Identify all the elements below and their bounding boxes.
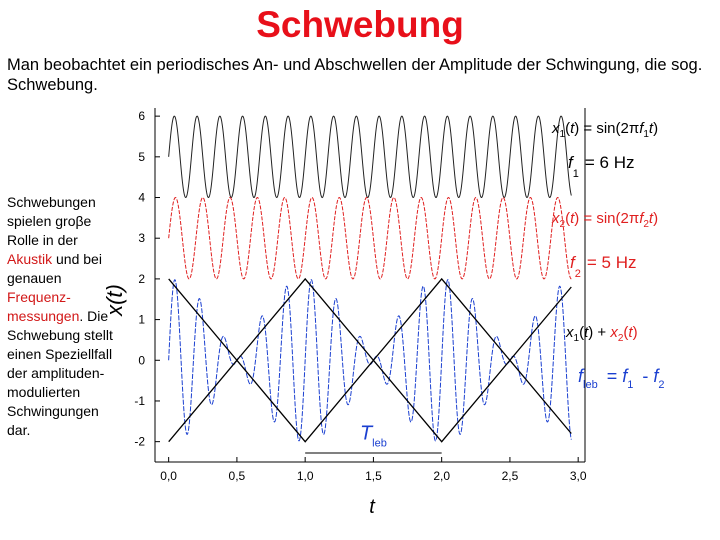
y-tick-label: 3 [138, 231, 145, 245]
x-tick-label: 0,5 [229, 469, 246, 483]
beat-period-marker: Tleb [305, 423, 442, 454]
svg-text:x2(t) = sin(2πf2t): x2(t) = sin(2πf2t) [551, 210, 658, 230]
svg-text:f1= 6 Hz: f1= 6 Hz [568, 153, 634, 180]
svg-text:fleb = f1 - f2: fleb = f1 - f2 [578, 366, 665, 391]
chart-axes [154, 108, 586, 463]
legend-x1: x1(t) = sin(2πf1t) f1= 6 Hz [551, 120, 658, 180]
envelope-lower [168, 359, 572, 443]
legend-x2: x2(t) = sin(2πf2t) f2= 5 Hz [551, 210, 658, 280]
y-tick-label: 0 [138, 353, 145, 367]
beat-period-label: T [360, 423, 374, 445]
series-x1-line [168, 115, 572, 199]
side-text: Schwebungen spielen groβe Rolle in der A… [7, 193, 125, 440]
series-sum-line [168, 279, 572, 442]
y-tick-label: 6 [138, 109, 145, 123]
side-text-frequenz: Frequenz-messungen [7, 289, 80, 324]
x-tick-label: 1,5 [365, 469, 382, 483]
y-tick-label: 4 [138, 191, 145, 205]
x-tick-label: 2,0 [433, 469, 450, 483]
y-tick-label: -1 [134, 394, 145, 408]
y-axis-label: x(t) [102, 284, 127, 317]
x-tick-label: 2,5 [502, 469, 519, 483]
series-x2-line [168, 196, 572, 280]
chart-curves [168, 115, 572, 443]
x-tick-label: 3,0 [570, 469, 587, 483]
side-text-akustik: Akustik [7, 251, 53, 267]
beat-period-sub: leb [372, 438, 387, 450]
legend-sum: x1(t) + x2(t) fleb = f1 - f2 [565, 324, 665, 391]
side-text-part3: . Die Schwebung stellt einen Speziellfal… [7, 308, 113, 438]
envelope-upper [168, 277, 572, 362]
side-text-part1: Schwebungen spielen groβe Rolle in der [7, 194, 96, 248]
chart-ticks: -2 -1 0 1 2 3 4 5 6 0,0 0,5 1,0 1,5 2,0 2,5 3,0 [134, 109, 587, 483]
svg-text:Tleb: Tleb [360, 423, 387, 450]
x-axis-label: t [369, 496, 376, 518]
f2-value: = 5 Hz [587, 253, 637, 272]
x-tick-label: 0,0 [160, 469, 177, 483]
svg-text:x1(t) + x2(t): x1(t) + x2(t) [565, 324, 638, 344]
svg-text:f2= 5 Hz: f2= 5 Hz [570, 253, 636, 280]
f1-value: = 6 Hz [585, 153, 635, 172]
page-title: Schwebung [256, 4, 464, 45]
y-tick-label: 5 [138, 150, 145, 164]
y-tick-label: -2 [134, 435, 145, 449]
intro-text: Man beobachtet ein periodisches An- und … [7, 56, 703, 94]
x-tick-label: 1,0 [297, 469, 314, 483]
y-tick-label: 2 [138, 272, 145, 286]
svg-text:x1(t) = sin(2πf1t): x1(t) = sin(2πf1t) [551, 120, 658, 140]
side-text-part2: und bei genauen [7, 251, 102, 286]
y-tick-label: 1 [138, 313, 145, 327]
